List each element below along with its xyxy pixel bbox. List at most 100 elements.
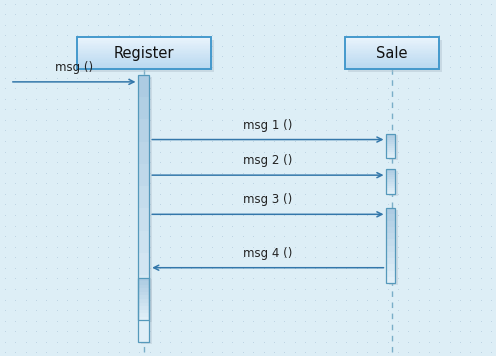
Bar xyxy=(345,67,439,68)
Bar xyxy=(345,37,439,39)
Bar xyxy=(80,40,214,72)
Bar xyxy=(138,306,149,310)
Bar xyxy=(138,208,149,231)
Bar xyxy=(345,39,439,40)
Bar xyxy=(345,48,439,49)
Bar xyxy=(386,186,395,188)
Bar xyxy=(345,63,439,64)
Bar xyxy=(345,40,439,41)
Bar xyxy=(345,42,439,44)
Bar xyxy=(138,141,149,164)
Bar xyxy=(386,233,395,239)
Bar xyxy=(386,169,395,194)
Bar xyxy=(77,41,211,42)
Bar xyxy=(345,52,439,53)
Bar xyxy=(345,59,439,61)
Bar xyxy=(77,62,211,63)
Bar xyxy=(345,54,439,55)
Bar xyxy=(345,68,439,69)
Text: msg (): msg () xyxy=(55,61,93,74)
Text: msg 3 (): msg 3 () xyxy=(243,193,293,206)
Bar xyxy=(77,48,211,49)
Bar xyxy=(386,154,395,156)
Bar xyxy=(386,134,395,158)
Bar xyxy=(345,44,439,45)
Bar xyxy=(138,299,149,303)
Bar xyxy=(386,179,395,182)
Bar xyxy=(386,252,395,258)
Bar xyxy=(386,184,395,186)
Bar xyxy=(386,171,395,173)
Text: Register: Register xyxy=(114,46,174,61)
Bar xyxy=(345,37,439,69)
Bar xyxy=(138,278,149,281)
Bar xyxy=(77,42,211,44)
Bar xyxy=(386,142,395,144)
Bar xyxy=(386,173,395,175)
Bar xyxy=(77,58,211,59)
Text: Sale: Sale xyxy=(376,46,408,61)
Bar xyxy=(138,295,149,299)
Bar xyxy=(138,297,149,320)
Bar xyxy=(77,57,211,58)
Bar xyxy=(77,50,211,52)
Bar xyxy=(138,275,149,297)
Bar xyxy=(138,164,149,186)
Bar xyxy=(77,45,211,46)
Bar xyxy=(386,177,395,179)
Text: msg 4 (): msg 4 () xyxy=(243,247,293,260)
Bar xyxy=(386,258,395,264)
Bar xyxy=(389,135,398,160)
Bar xyxy=(77,67,211,68)
Bar xyxy=(386,169,395,171)
Bar xyxy=(345,61,439,62)
Bar xyxy=(141,279,152,322)
Bar xyxy=(386,227,395,233)
Text: msg 2 (): msg 2 () xyxy=(243,154,293,167)
Bar xyxy=(77,64,211,66)
Bar xyxy=(77,61,211,62)
Bar xyxy=(138,231,149,253)
Bar xyxy=(77,54,211,55)
Bar xyxy=(77,39,211,40)
Bar xyxy=(386,246,395,252)
Bar xyxy=(77,68,211,69)
Bar xyxy=(138,303,149,306)
Bar xyxy=(77,66,211,67)
Bar xyxy=(345,41,439,42)
Bar xyxy=(77,46,211,48)
Bar xyxy=(386,136,395,138)
Bar xyxy=(386,239,395,246)
Bar xyxy=(345,49,439,50)
Bar xyxy=(77,37,211,39)
Bar xyxy=(138,97,149,119)
Bar xyxy=(386,150,395,152)
Bar xyxy=(138,292,149,295)
Bar xyxy=(138,281,149,285)
Bar xyxy=(386,221,395,227)
Bar xyxy=(77,52,211,53)
Bar xyxy=(77,63,211,64)
Bar xyxy=(138,75,149,342)
Bar xyxy=(386,208,395,283)
Bar xyxy=(138,320,149,342)
Bar xyxy=(386,152,395,154)
Bar xyxy=(386,182,395,184)
Bar xyxy=(77,49,211,50)
Bar xyxy=(389,171,398,196)
Bar xyxy=(345,45,439,46)
Bar xyxy=(77,44,211,45)
Bar xyxy=(386,188,395,190)
Bar xyxy=(77,40,211,41)
Bar xyxy=(345,55,439,57)
Bar xyxy=(386,271,395,277)
Bar xyxy=(77,37,211,69)
Bar xyxy=(345,58,439,59)
Bar xyxy=(345,53,439,54)
Bar xyxy=(386,175,395,177)
Bar xyxy=(386,208,395,214)
Bar xyxy=(138,186,149,208)
Bar xyxy=(138,253,149,275)
Bar xyxy=(138,310,149,313)
Bar xyxy=(386,214,395,221)
